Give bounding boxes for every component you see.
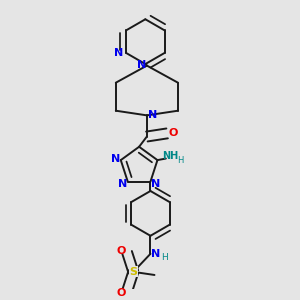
Text: N: N [152, 178, 161, 188]
Text: N: N [118, 178, 127, 188]
Text: S: S [129, 267, 137, 277]
Text: N: N [152, 249, 161, 259]
Text: H: H [161, 253, 168, 262]
Text: O: O [168, 128, 177, 138]
Text: O: O [117, 246, 126, 256]
Text: H: H [177, 156, 183, 165]
Text: N: N [111, 154, 120, 164]
Text: N: N [115, 48, 124, 58]
Text: N: N [137, 60, 146, 70]
Text: NH: NH [162, 151, 178, 161]
Text: O: O [117, 288, 126, 298]
Text: S: S [129, 267, 137, 277]
Text: N: N [148, 110, 157, 120]
